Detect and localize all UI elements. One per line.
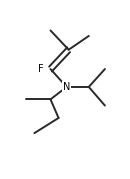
Text: F: F bbox=[38, 64, 43, 74]
Text: N: N bbox=[63, 82, 70, 92]
